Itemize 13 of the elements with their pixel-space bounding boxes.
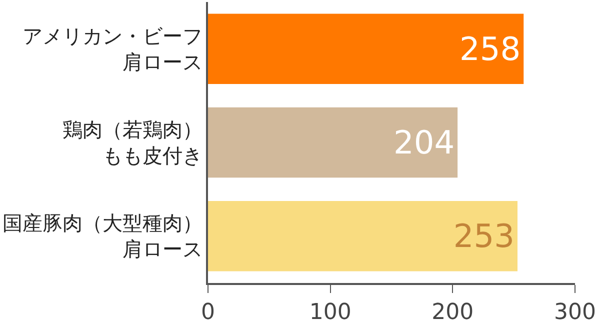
x-tick-label: 200 (432, 300, 474, 326)
bar (208, 201, 518, 272)
bar (208, 14, 524, 84)
bar (208, 107, 458, 178)
y-tick-label: 鶏肉（若鶏肉）もも皮付き (62, 118, 202, 168)
x-tick-label: 300 (554, 300, 596, 326)
data-label: 253 (453, 217, 514, 256)
data-label: 258 (460, 30, 521, 68)
y-tick-label: アメリカン・ビーフ肩ロース (22, 24, 202, 74)
y-tick-label: 国産豚肉（大型種肉）肩ロース (2, 211, 202, 262)
data-label: 204 (393, 124, 455, 162)
x-tick-label: 100 (309, 300, 352, 326)
x-tick-label: 0 (201, 300, 215, 326)
